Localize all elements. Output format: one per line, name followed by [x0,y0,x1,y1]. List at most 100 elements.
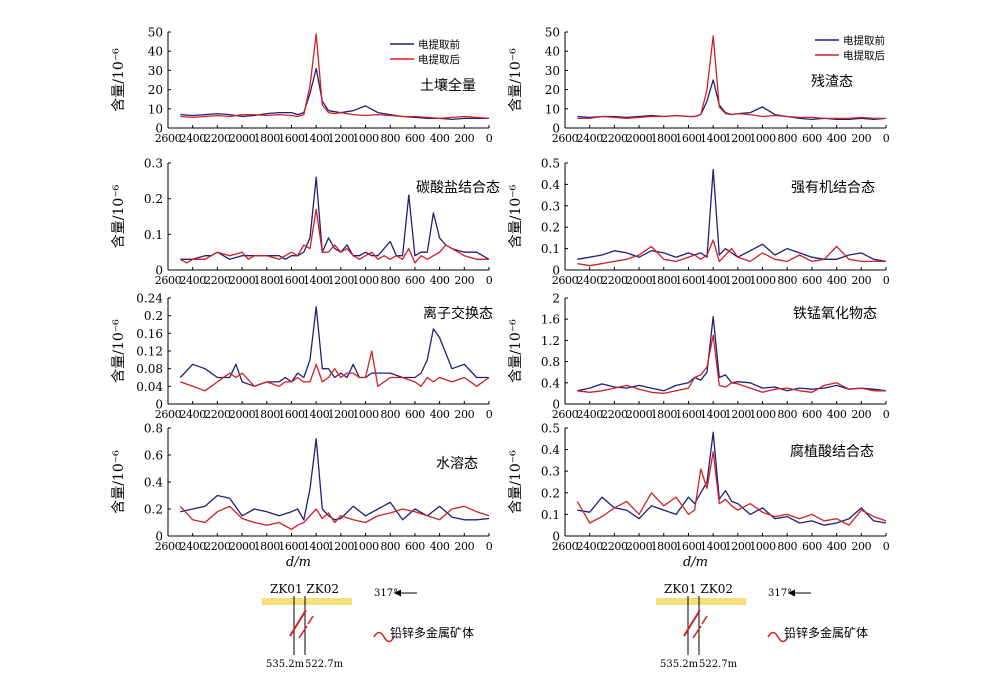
x-tick-label: 0 [486,408,493,421]
y-tick-label: 0.2 [144,309,163,323]
panel-title: 碳酸盐结合态 [416,180,500,196]
y-tick-label: 0.08 [136,362,163,376]
y-tick-label: 40 [545,45,560,59]
x-tick-label: 2200 [601,408,628,421]
series-line-before [577,168,887,263]
y-axis-label: 含量/10⁻⁶ [111,450,127,514]
depth-label-zk02: 522.7m [699,659,738,670]
series-line-after [179,505,490,530]
y-tick-label: 40 [148,45,163,59]
x-tick-label: 400 [827,540,847,553]
y-axis-label: 含量/10⁻⁶ [111,48,127,112]
orebody-mark [692,625,702,639]
x-tick-label: 2000 [626,132,653,145]
x-tick-label: 2400 [576,540,603,553]
x-tick-label: 800 [777,132,797,145]
x-tick-label: 200 [454,274,474,287]
x-tick-label: 2000 [229,132,256,145]
x-tick-label: 2400 [576,408,603,421]
x-tick-label: 400 [430,274,450,287]
panel-title: 离子交换态 [423,305,493,322]
chart-panel: 00.40.81.21.6226002400220020001800160014… [508,292,890,422]
panel-title: 残渣态 [811,74,853,90]
geologic-section: ZK01 ZK02 317° 铅锌多金属矿体 535.2m 522.7m [262,582,474,670]
drill-hole-labels: ZK01 ZK02 [664,582,733,596]
x-tick-label: 2000 [626,274,653,287]
y-tick-label: 30 [148,64,163,78]
orebody-mark [307,615,314,625]
x-tick-label: 1000 [352,132,379,145]
y-tick-label: 0.3 [541,465,560,479]
surface-layer [262,598,352,605]
x-tick-label: 1200 [328,274,355,287]
x-tick-label: 1600 [675,408,702,421]
x-tick-label: 600 [802,408,822,421]
x-tick-label: 1400 [700,274,727,287]
x-tick-label: 1400 [303,132,330,145]
chart-panel: 00.20.40.60.8260024002200200018001600140… [111,422,493,571]
panel-title: 强有机结合态 [791,180,875,196]
drill-hole-labels: ZK01 ZK02 [270,582,339,596]
series-line-after [577,35,886,120]
x-tick-label: 1600 [278,408,305,421]
x-tick-label: 1800 [651,540,678,553]
x-tick-label: 600 [802,132,822,145]
y-tick-label: 10 [148,102,163,116]
x-tick-label: 1800 [651,408,678,421]
y-tick-label: 0.24 [136,292,163,306]
x-tick-label: 2400 [576,132,603,145]
x-tick-label: 1200 [725,132,752,145]
azimuth-label: 317° [768,588,792,599]
x-tick-label: 2000 [626,540,653,553]
y-tick-label: 0.5 [541,422,560,436]
x-tick-label: 2600 [155,132,182,145]
orebody-mark [298,625,308,639]
x-tick-label: 0 [486,274,493,287]
y-tick-label: 0.3 [144,157,163,171]
x-tick-label: 400 [827,132,847,145]
direction-arrow-head [394,589,401,597]
y-tick-label: 0.8 [144,422,163,436]
chart-panels: 0102030405026002400220020001800160014001… [111,26,890,571]
x-tick-label: 1000 [749,408,776,421]
depth-label-zk01: 535.2m [660,659,699,670]
y-tick-label: 0 [552,530,560,544]
y-tick-label: 1.6 [541,313,560,327]
x-tick-label: 2400 [576,274,603,287]
legend-label-before: 电提取前 [418,38,460,51]
series-line-before [179,306,489,387]
x-tick-label: 1000 [749,274,776,287]
geologic-section: ZK01 ZK02 317° 铅锌多金属矿体 535.2m 522.7m [656,582,868,670]
series-line-before [577,315,887,392]
x-tick-label: 200 [454,408,474,421]
y-tick-label: 50 [148,26,163,40]
y-tick-label: 0 [155,122,163,136]
y-tick-label: 0 [552,398,560,412]
y-tick-label: 0 [155,264,163,278]
y-tick-label: 0.4 [541,376,560,390]
y-tick-label: 0.4 [541,178,560,192]
x-tick-label: 800 [777,408,797,421]
x-tick-label: 1000 [749,132,776,145]
y-axis-label: 含量/10⁻⁶ [508,48,524,112]
x-tick-label: 1000 [749,540,776,553]
x-tick-label: 0 [883,408,890,421]
panel-title: 土壤全量 [420,77,476,94]
x-tick-label: 2600 [552,274,579,287]
x-tick-label: 0 [883,540,890,553]
x-tick-label: 1800 [651,274,678,287]
y-tick-label: 20 [148,83,163,97]
x-tick-label: 200 [851,408,871,421]
y-tick-label: 0 [155,398,163,412]
x-tick-label: 2200 [204,408,231,421]
y-tick-label: 20 [545,83,560,97]
series-line-before [180,67,489,121]
series-line-after [180,350,490,392]
chart-panel: 0102030405026002400220020001800160014001… [508,26,890,146]
x-tick-label: 200 [851,132,871,145]
x-tick-label: 1600 [675,274,702,287]
series-line-after [577,239,886,267]
